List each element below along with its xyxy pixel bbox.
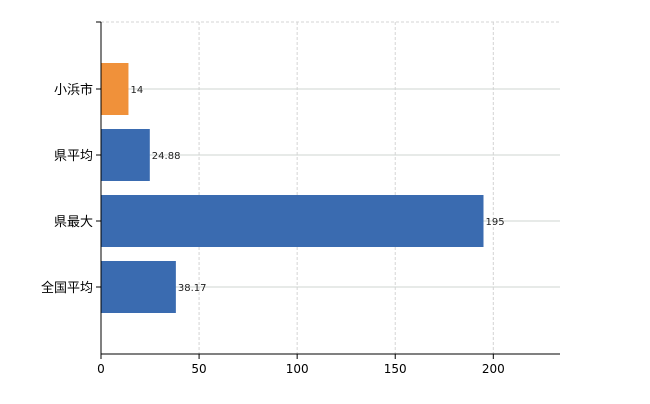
x-tick-label: 100	[286, 362, 309, 376]
y-tick-label: 県平均	[54, 149, 93, 164]
y-tick-label: 小浜市	[54, 82, 93, 98]
data-label: 38.17	[178, 283, 207, 294]
data-label: 195	[486, 217, 505, 228]
bar	[101, 63, 129, 115]
y-tick-label: 全国平均	[41, 280, 93, 296]
x-tick-label: 150	[384, 362, 407, 376]
bar	[101, 261, 176, 313]
data-label: 24.88	[152, 151, 181, 162]
data-label: 14	[130, 85, 143, 96]
x-tick-label: 50	[191, 362, 206, 376]
x-tick-label: 200	[482, 362, 505, 376]
y-tick-label: 県最大	[54, 215, 93, 230]
bar	[101, 129, 150, 181]
bar	[101, 195, 484, 247]
x-tick-label: 0	[97, 362, 105, 376]
